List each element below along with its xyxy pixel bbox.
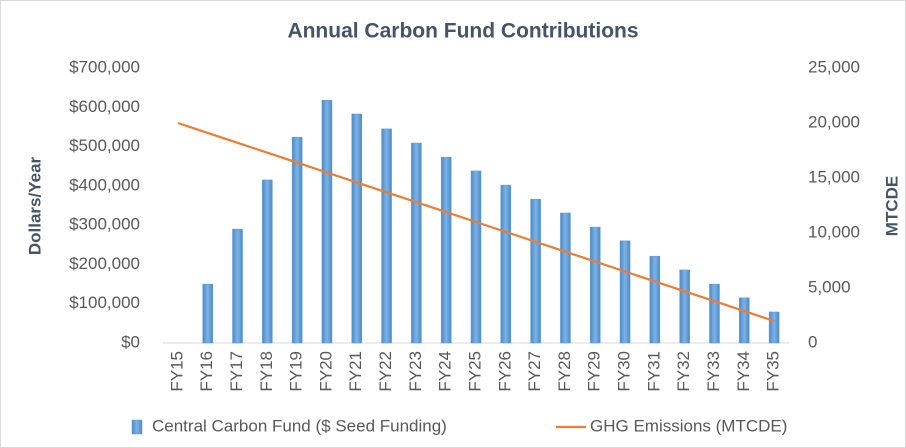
x-tick-label: FY22 — [376, 351, 395, 392]
x-tick-label: FY32 — [674, 351, 693, 392]
y-tick-label: $700,000 — [69, 57, 140, 76]
bar — [768, 311, 780, 344]
x-tick-label: FY19 — [287, 351, 306, 392]
line — [177, 121, 775, 323]
bar — [619, 240, 631, 344]
chart-title: Annual Carbon Fund Contributions — [287, 20, 638, 43]
bar — [500, 184, 512, 344]
y-axis-label: Dollars/Year — [25, 156, 44, 255]
x-tick-label: FY16 — [197, 351, 216, 392]
x-tick-label: FY26 — [495, 351, 514, 392]
bar — [739, 297, 750, 344]
legend-label: GHG Emissions (MTCDE) — [590, 416, 787, 435]
y2-axis-label: MTCDE — [882, 176, 901, 236]
bar — [589, 226, 601, 344]
x-tick-label: FY23 — [406, 351, 425, 392]
bar — [321, 99, 333, 344]
x-tick-label: FY24 — [436, 351, 455, 392]
bar — [411, 142, 422, 344]
y-tick-label: $500,000 — [69, 136, 140, 155]
x-tick-label: FY21 — [346, 351, 365, 392]
x-tick-label: FY34 — [734, 351, 753, 392]
y2-tick-label: 25,000 — [808, 57, 860, 76]
bar — [649, 255, 661, 344]
y2-tick-label: 10,000 — [808, 222, 860, 241]
x-tick-label: FY15 — [167, 351, 186, 392]
bar — [232, 228, 243, 344]
x-tick-label: FY31 — [644, 351, 663, 392]
y2-tick-label: 20,000 — [808, 112, 860, 131]
x-tick-label: FY25 — [465, 351, 484, 392]
legend-swatch — [131, 419, 143, 435]
y-tick-label: $400,000 — [69, 175, 140, 194]
y-tick-label: $0 — [121, 332, 140, 351]
bar — [560, 212, 571, 344]
x-tick-label: FY18 — [257, 351, 276, 392]
x-tick-label: FY29 — [585, 351, 604, 392]
x-tick-label: FY30 — [615, 351, 634, 392]
x-tick-label: FY27 — [525, 351, 544, 392]
bar — [440, 156, 452, 344]
y-tick-label: $600,000 — [69, 97, 140, 116]
bar — [470, 170, 482, 344]
y-tick-label: $300,000 — [69, 215, 140, 234]
y-tick-label: $100,000 — [69, 293, 140, 312]
x-tick-label: FY20 — [316, 351, 335, 392]
y-tick-label: $200,000 — [69, 254, 140, 273]
bar — [262, 179, 273, 344]
bar — [530, 198, 541, 344]
bar — [351, 113, 363, 344]
x-tick-label: FY28 — [555, 351, 574, 392]
x-tick-label: FY17 — [227, 351, 246, 392]
bar — [679, 269, 690, 344]
x-tick-label: FY35 — [764, 351, 783, 392]
bar — [709, 283, 720, 344]
bar — [381, 128, 392, 344]
bar — [291, 136, 303, 344]
y2-tick-label: 5,000 — [808, 277, 851, 296]
x-tick-label: FY33 — [704, 351, 723, 392]
y2-tick-label: 0 — [808, 332, 817, 351]
legend-label: Central Carbon Fund ($ Seed Funding) — [152, 416, 447, 435]
y2-tick-label: 15,000 — [808, 167, 860, 186]
bar — [202, 283, 213, 344]
